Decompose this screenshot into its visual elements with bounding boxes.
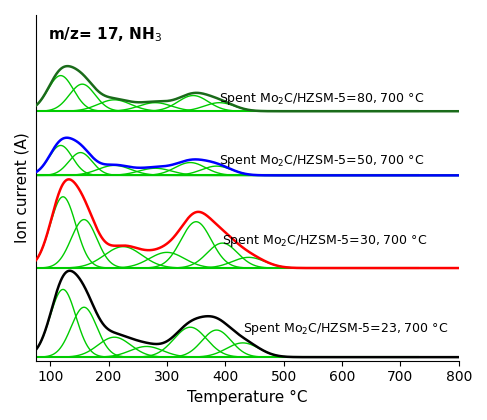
Text: Spent Mo$_2$C/HZSM-5=50, 700 °C: Spent Mo$_2$C/HZSM-5=50, 700 °C bbox=[220, 153, 425, 169]
Y-axis label: Ion current (A): Ion current (A) bbox=[15, 132, 30, 243]
X-axis label: Temperature °C: Temperature °C bbox=[187, 390, 307, 405]
Text: m/z= 17, NH$_3$: m/z= 17, NH$_3$ bbox=[48, 25, 162, 44]
Text: Spent Mo$_2$C/HZSM-5=23, 700 °C: Spent Mo$_2$C/HZSM-5=23, 700 °C bbox=[243, 320, 448, 337]
Text: Spent Mo$_2$C/HZSM-5=80, 700 °C: Spent Mo$_2$C/HZSM-5=80, 700 °C bbox=[220, 91, 425, 107]
Text: Spent Mo$_2$C/HZSM-5=30, 700 °C: Spent Mo$_2$C/HZSM-5=30, 700 °C bbox=[223, 233, 428, 249]
